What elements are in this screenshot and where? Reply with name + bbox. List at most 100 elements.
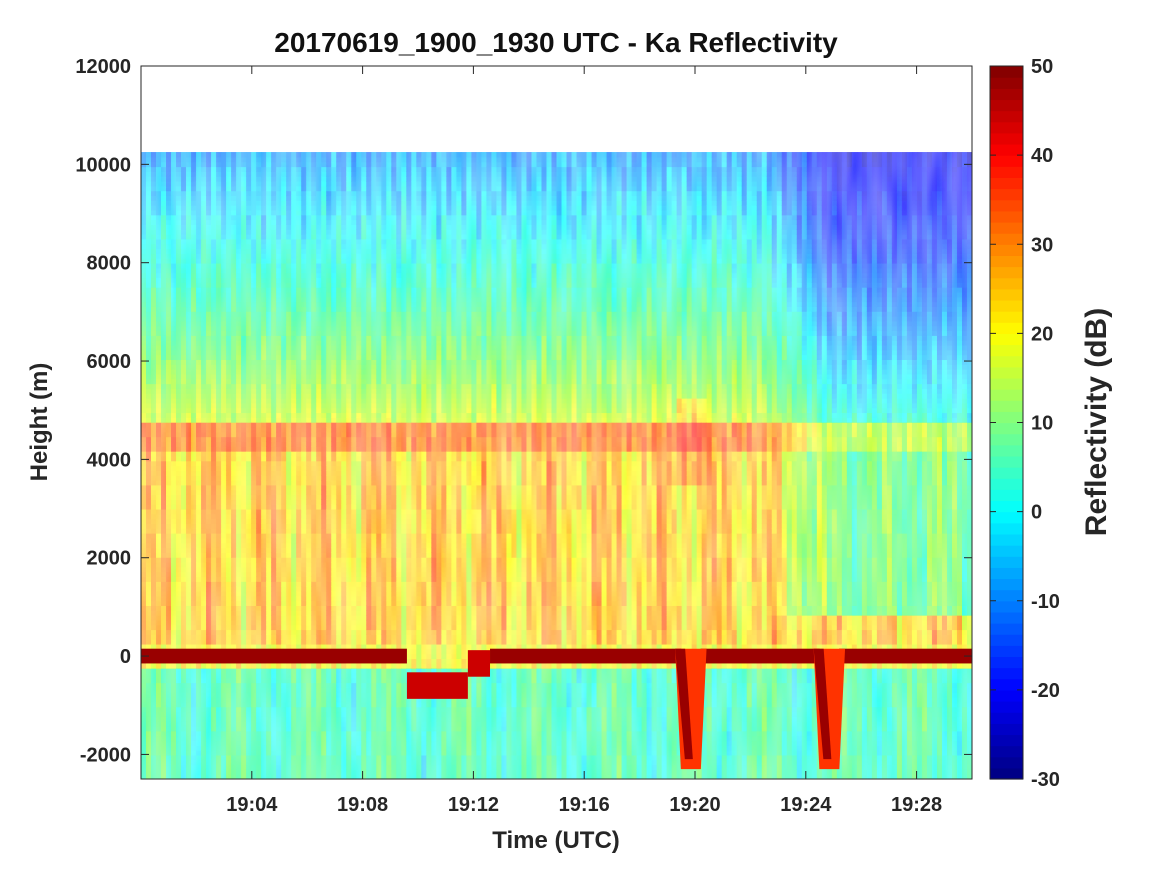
heatmap-cell <box>161 697 167 702</box>
heatmap-cell <box>316 711 322 716</box>
heatmap-cell <box>266 277 272 282</box>
heatmap-cell <box>221 330 227 335</box>
heatmap-cell <box>266 504 272 509</box>
heatmap-cell <box>226 446 232 451</box>
heatmap-cell <box>306 726 312 731</box>
heatmap-cell <box>236 519 242 524</box>
heatmap-cell <box>221 697 227 702</box>
heatmap-cell <box>246 215 252 220</box>
heatmap-cell <box>246 485 252 490</box>
heatmap-cell <box>251 562 257 567</box>
heatmap-cell <box>206 302 212 307</box>
heatmap-cell <box>236 475 242 480</box>
heatmap-cell <box>216 692 222 697</box>
heatmap-cell <box>181 678 187 683</box>
heatmap-cell <box>256 340 262 345</box>
heatmap-cell <box>241 427 247 432</box>
heatmap-cell <box>321 157 327 162</box>
heatmap-cell <box>246 615 252 620</box>
heatmap-cell <box>301 364 307 369</box>
heatmap-cell <box>286 200 292 205</box>
heatmap-cell <box>286 760 292 765</box>
heatmap-cell <box>171 485 177 490</box>
heatmap-cell <box>191 326 197 331</box>
heatmap-cell <box>326 475 332 480</box>
heatmap-cell <box>326 683 332 688</box>
heatmap-cell <box>156 393 162 398</box>
heatmap-cell <box>176 239 182 244</box>
heatmap-cell <box>201 538 207 543</box>
heatmap-cell <box>256 514 262 519</box>
heatmap-cell <box>311 711 317 716</box>
heatmap-cell <box>291 591 297 596</box>
heatmap-cell <box>231 760 237 765</box>
heatmap-cell <box>211 634 217 639</box>
heatmap-cell <box>241 601 247 606</box>
heatmap-cell <box>231 273 237 278</box>
heatmap-cell <box>216 369 222 374</box>
heatmap-cell <box>271 186 277 191</box>
heatmap-cell <box>241 514 247 519</box>
heatmap-cell <box>196 494 202 499</box>
heatmap-cell <box>296 326 302 331</box>
heatmap-cell <box>316 543 322 548</box>
heatmap-cell <box>246 625 252 630</box>
heatmap-cell <box>206 253 212 258</box>
heatmap-cell <box>196 736 202 741</box>
heatmap-cell <box>271 716 277 721</box>
heatmap-cell <box>321 273 327 278</box>
heatmap-cell <box>261 538 267 543</box>
heatmap-cell <box>181 302 187 307</box>
heatmap-cell <box>256 316 262 321</box>
heatmap-cell <box>276 673 282 678</box>
heatmap-cell <box>276 403 282 408</box>
heatmap-cell <box>276 466 282 471</box>
heatmap-cell <box>296 244 302 249</box>
heatmap-cell <box>186 572 192 577</box>
heatmap-cell <box>231 755 237 760</box>
heatmap-cell <box>166 630 172 635</box>
heatmap-cell <box>301 244 307 249</box>
heatmap-cell <box>201 562 207 567</box>
heatmap-cell <box>226 475 232 480</box>
heatmap-cell <box>281 364 287 369</box>
heatmap-cell <box>261 195 267 200</box>
heatmap-cell <box>191 673 197 678</box>
heatmap-cell <box>226 287 232 292</box>
heatmap-cell <box>241 625 247 630</box>
heatmap-cell <box>206 683 212 688</box>
heatmap-cell <box>316 552 322 557</box>
heatmap-cell <box>176 355 182 360</box>
heatmap-cell <box>266 490 272 495</box>
heatmap-cell <box>226 181 232 186</box>
heatmap-cell <box>241 422 247 427</box>
heatmap-cell <box>206 234 212 239</box>
heatmap-cell <box>161 538 167 543</box>
heatmap-cell <box>146 234 152 239</box>
heatmap-cell <box>316 340 322 345</box>
heatmap-cell <box>266 345 272 350</box>
heatmap-cell <box>251 716 257 721</box>
heatmap-cell <box>201 504 207 509</box>
heatmap-cell <box>316 494 322 499</box>
heatmap-cell <box>306 393 312 398</box>
heatmap-cell <box>156 644 162 649</box>
heatmap-cell <box>141 364 147 369</box>
heatmap-cell <box>291 263 297 268</box>
heatmap-cell <box>326 610 332 615</box>
heatmap-cell <box>196 253 202 258</box>
heatmap-cell <box>166 601 172 606</box>
heatmap-cell <box>276 427 282 432</box>
heatmap-cell <box>301 760 307 765</box>
heatmap-cell <box>316 765 322 770</box>
heatmap-cell <box>226 750 232 755</box>
heatmap-cell <box>156 268 162 273</box>
heatmap-cell <box>301 157 307 162</box>
heatmap-cell <box>286 644 292 649</box>
heatmap-cell <box>311 601 317 606</box>
heatmap-cell <box>251 572 257 577</box>
heatmap-cell <box>316 562 322 567</box>
heatmap-cell <box>291 726 297 731</box>
heatmap-cell <box>161 504 167 509</box>
heatmap-cell <box>271 731 277 736</box>
